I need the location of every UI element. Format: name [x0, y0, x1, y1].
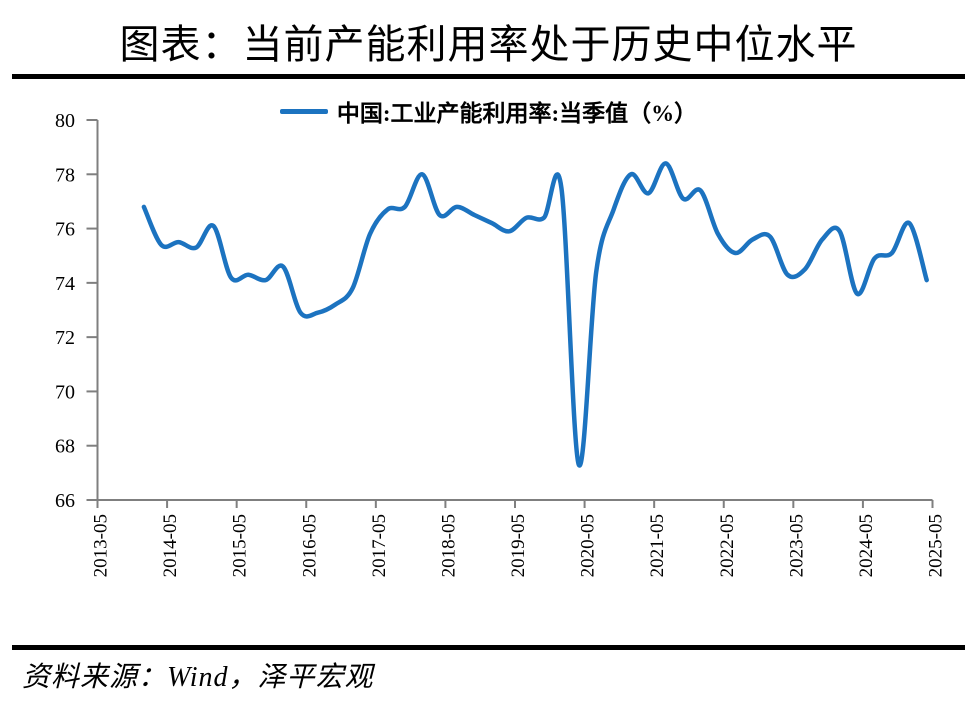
line-chart: 80 78 76 74 72 70 68 66 2013-05 2014-05 2015-05 201… — [55, 110, 947, 577]
y-tick-label: 70 — [55, 381, 75, 403]
bottom-divider — [12, 645, 965, 650]
x-tick-label: 2020-05 — [578, 514, 599, 577]
top-divider — [12, 74, 965, 79]
y-tick-label: 74 — [55, 273, 75, 295]
x-tick-label: 2021-05 — [647, 514, 668, 577]
x-tick-label: 2013-05 — [91, 514, 112, 577]
y-tick-label: 78 — [55, 164, 75, 186]
x-tick-label: 2024-05 — [856, 514, 877, 577]
x-tick-label: 2017-05 — [369, 514, 390, 577]
series-line — [141, 161, 929, 468]
legend-line-swatch — [279, 108, 328, 114]
x-tick-label: 2023-05 — [786, 514, 807, 577]
y-tick-label: 68 — [55, 436, 75, 458]
x-tick-label: 2016-05 — [299, 514, 320, 577]
x-tick-label: 2018-05 — [438, 514, 459, 577]
source-note: 资料来源：Wind，泽平宏观 — [22, 662, 374, 693]
x-tick-label: 2015-05 — [230, 514, 251, 577]
chart-title: 图表：当前产能利用率处于历史中位水平 — [119, 22, 858, 67]
y-tick-label: 76 — [55, 219, 75, 241]
x-tick-label: 2025-05 — [926, 514, 947, 577]
legend-label: 中国:工业产能利用率:当季值（%） — [336, 101, 698, 126]
legend: 中国:工业产能利用率:当季值（%） — [0, 94, 977, 128]
x-tick-label: 2014-05 — [160, 514, 181, 577]
y-tick-label: 80 — [55, 110, 75, 132]
x-tick-label: 2022-05 — [717, 514, 738, 577]
y-tick-label: 66 — [55, 490, 75, 512]
y-tick-label: 72 — [55, 327, 75, 349]
x-tick-label: 2019-05 — [508, 514, 529, 577]
